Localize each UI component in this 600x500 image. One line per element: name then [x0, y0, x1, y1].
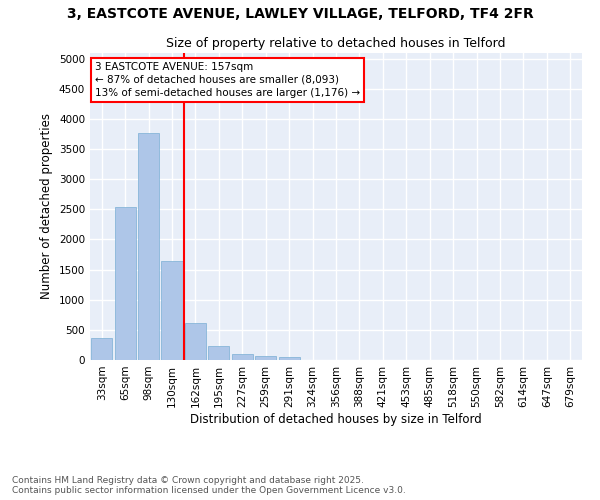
Bar — [91, 338, 112, 360]
Text: Contains HM Land Registry data © Crown copyright and database right 2025.
Contai: Contains HM Land Registry data © Crown c… — [12, 476, 406, 495]
Bar — [208, 346, 229, 360]
Y-axis label: Number of detached properties: Number of detached properties — [40, 114, 53, 299]
Bar — [138, 134, 159, 360]
Bar — [278, 357, 299, 360]
X-axis label: Distribution of detached houses by size in Telford: Distribution of detached houses by size … — [190, 412, 482, 426]
Title: Size of property relative to detached houses in Telford: Size of property relative to detached ho… — [166, 37, 506, 50]
Bar — [185, 323, 206, 360]
Bar — [115, 207, 136, 360]
Bar — [255, 356, 276, 360]
Bar — [161, 260, 182, 360]
Text: 3, EASTCOTE AVENUE, LAWLEY VILLAGE, TELFORD, TF4 2FR: 3, EASTCOTE AVENUE, LAWLEY VILLAGE, TELF… — [67, 8, 533, 22]
Bar — [232, 354, 253, 360]
Text: 3 EASTCOTE AVENUE: 157sqm
← 87% of detached houses are smaller (8,093)
13% of se: 3 EASTCOTE AVENUE: 157sqm ← 87% of detac… — [95, 62, 360, 98]
